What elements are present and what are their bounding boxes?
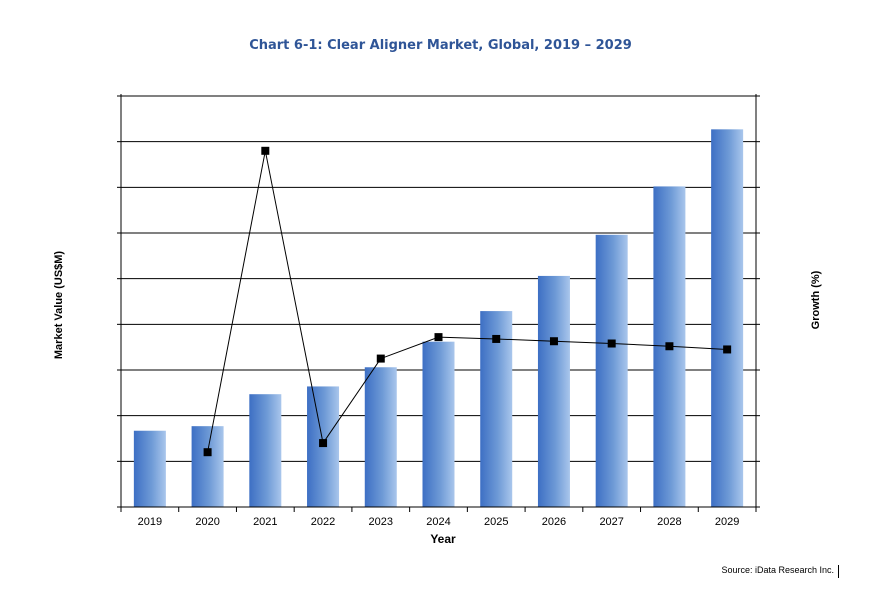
x-tick-label: 2027 bbox=[599, 516, 623, 528]
bar-2025 bbox=[480, 311, 513, 507]
bar-2021 bbox=[249, 394, 282, 507]
x-tick-label: 2023 bbox=[369, 516, 393, 528]
growth-point-2020 bbox=[203, 448, 212, 457]
growth-line bbox=[207, 150, 728, 453]
x-tick-label: 2022 bbox=[311, 516, 335, 528]
growth-point-2024 bbox=[434, 333, 443, 342]
x-tick-label: 2025 bbox=[484, 516, 508, 528]
bar-2027 bbox=[595, 234, 628, 507]
growth-point-2026 bbox=[549, 337, 558, 346]
x-axis-label: Year bbox=[430, 532, 456, 546]
growth-point-2021 bbox=[261, 146, 270, 155]
growth-point-2022 bbox=[319, 439, 328, 448]
x-tick-label: 2029 bbox=[715, 516, 739, 528]
x-tick-label: 2024 bbox=[426, 516, 450, 528]
source-divider bbox=[838, 565, 839, 578]
bar-2020 bbox=[191, 426, 224, 507]
chart-title: Chart 6-1: Clear Aligner Market, Global,… bbox=[249, 38, 632, 53]
x-tick-label: 2021 bbox=[253, 516, 277, 528]
bar-2026 bbox=[537, 275, 570, 507]
x-tick-label: 2020 bbox=[195, 516, 219, 528]
bar-2023 bbox=[364, 367, 397, 507]
bar-2024 bbox=[422, 341, 455, 507]
bar-2029 bbox=[711, 129, 744, 507]
growth-point-2023 bbox=[376, 354, 385, 363]
growth-point-2025 bbox=[492, 334, 501, 343]
growth-point-2029 bbox=[723, 345, 732, 354]
x-tick-label: 2019 bbox=[138, 516, 162, 528]
x-tick-label: 2026 bbox=[542, 516, 566, 528]
growth-point-2028 bbox=[665, 342, 674, 351]
bar-2019 bbox=[133, 430, 166, 507]
source-note: Source: iData Research Inc. bbox=[721, 565, 834, 575]
x-tick-label: 2028 bbox=[657, 516, 681, 528]
growth-point-2027 bbox=[607, 339, 616, 348]
